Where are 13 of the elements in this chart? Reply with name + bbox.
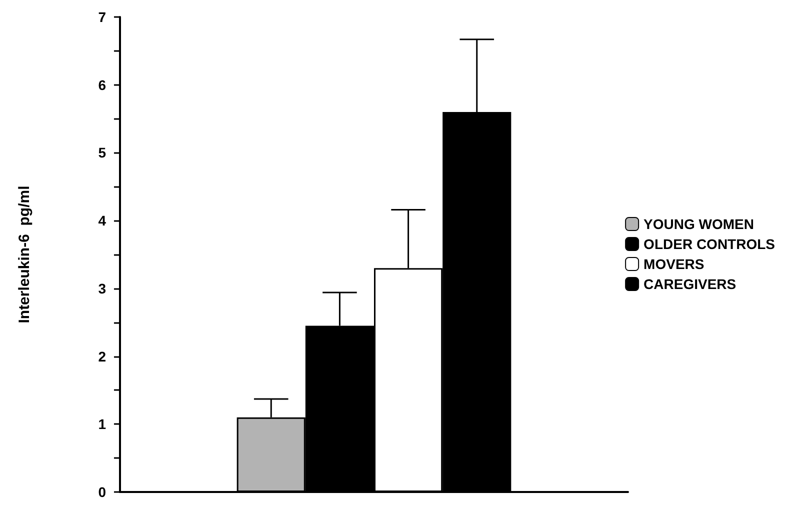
y-tick-label: 7 [98, 9, 106, 25]
y-tick-label: 0 [98, 484, 106, 500]
y-tick-label: 6 [98, 76, 106, 93]
y-tick-label: 3 [98, 280, 106, 296]
legend-label: MOVERS [644, 256, 704, 272]
y-tick-label: 1 [98, 416, 106, 432]
legend-label: OLDER CONTROLS [644, 236, 776, 252]
y-tick-label: 2 [98, 348, 106, 364]
y-tick-label: 5 [98, 144, 106, 161]
y-tick-label: 4 [98, 212, 106, 229]
y-axis-title: Interleukin-6 pg/ml [16, 186, 33, 324]
legend-label: YOUNG WOMEN [644, 216, 754, 232]
legend-label: CAREGIVERS [644, 276, 736, 292]
